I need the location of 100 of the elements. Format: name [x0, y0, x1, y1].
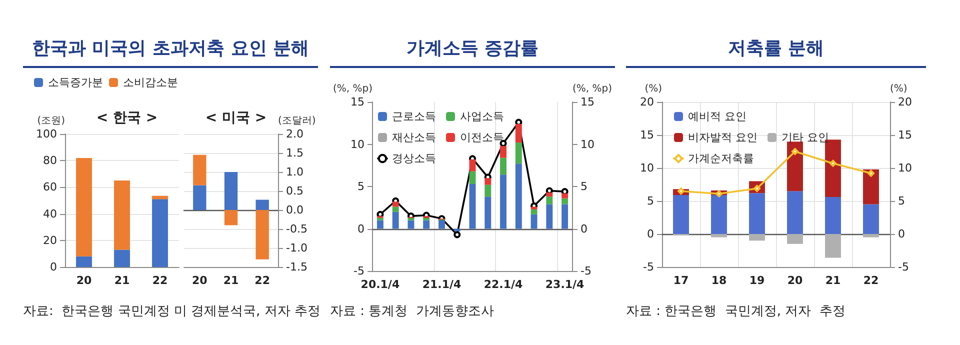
y-tick-label: 15 — [350, 96, 365, 108]
bar — [454, 228, 460, 232]
y2-tick-label: 1.5 — [286, 146, 304, 160]
x-tick-label: 18 — [711, 274, 727, 287]
legend-label: 경상소득 — [392, 152, 436, 165]
legend-label: 재산소득 — [392, 131, 436, 144]
y-tick-label: 5 — [647, 194, 654, 208]
y-tick-label: 100 — [36, 128, 57, 140]
y2-tick-label: 15 — [898, 128, 912, 142]
bar — [749, 234, 765, 241]
bar — [530, 206, 538, 210]
x-tick-label: 21.1/4 — [422, 278, 462, 291]
chart-title: 가계소득 증감률 — [405, 37, 540, 60]
y2-tick-label: 0.0 — [286, 204, 304, 216]
bar — [500, 158, 506, 175]
y2-axis-title: (%, %p) — [572, 84, 612, 94]
bar — [392, 202, 399, 207]
bar — [469, 159, 476, 172]
bar — [76, 158, 92, 256]
y2-tick-label: 1.0 — [286, 166, 304, 178]
bar — [825, 197, 841, 234]
y2-tick-label: 10 — [580, 138, 594, 151]
bar — [562, 193, 568, 198]
x-tick-label: 19 — [749, 274, 765, 287]
bar — [711, 195, 727, 234]
point — [454, 231, 461, 238]
bar — [114, 250, 130, 267]
bar — [152, 199, 168, 267]
y2-tick-label: 0 — [898, 228, 905, 240]
y2-tick-label: 10 — [898, 162, 912, 174]
chart-subtitle: < 한국 > — [96, 110, 158, 126]
bar — [515, 124, 522, 143]
bar — [484, 196, 492, 229]
bar — [749, 193, 765, 234]
legend-label: 가계순저축률 — [688, 152, 754, 165]
y2-tick-label: -1.0 — [286, 242, 308, 254]
y2-tick-label: -1.5 — [286, 260, 308, 274]
y-tick-label: 80 — [43, 154, 57, 168]
bar — [256, 210, 269, 260]
legend-label: 비자발적 요인 — [688, 131, 758, 144]
x-tick-label: 22 — [254, 274, 270, 287]
y-axis-title: (조원) — [37, 116, 66, 126]
bar — [530, 214, 538, 229]
chart-title: 저축률 분해 — [726, 37, 826, 60]
bar — [423, 220, 430, 229]
bar — [515, 164, 522, 229]
y-tick-label: 15 — [640, 128, 654, 142]
bar — [224, 210, 238, 226]
x-tick-label: 20.1/4 — [360, 278, 400, 291]
bar — [376, 220, 384, 229]
y-tick-label: 0 — [50, 260, 57, 274]
y2-tick-label: 0.5 — [286, 184, 304, 198]
legend-label: 소비감소분 — [123, 76, 178, 89]
bar — [500, 146, 506, 158]
y2-axis-title: (조달러) — [278, 116, 316, 126]
point — [792, 148, 798, 155]
text: 자료: 한국은행 국민계정 미 경제분석국, 저자 추정 — [23, 303, 320, 320]
bar — [863, 169, 879, 204]
bar — [376, 218, 384, 220]
bar — [515, 142, 522, 164]
point — [678, 188, 684, 195]
x-tick-label: 22 — [863, 274, 879, 287]
x-tick-label: 21 — [223, 274, 239, 287]
y2-tick-label: -5 — [580, 264, 592, 278]
bar — [711, 234, 727, 238]
bar — [673, 195, 689, 234]
bar — [500, 174, 506, 229]
y-tick-label: 10 — [640, 162, 654, 174]
x-tick-label: 20 — [787, 274, 803, 287]
y-tick-label: 0 — [647, 228, 654, 240]
y2-tick-label: 15 — [580, 96, 594, 108]
legend-label: 기타 요인 — [781, 131, 829, 144]
bar — [392, 206, 399, 212]
y-tick-label: 60 — [43, 180, 57, 194]
bar — [863, 234, 879, 238]
y-tick-label: 10 — [350, 138, 365, 151]
y-axis-title: (%) — [644, 84, 662, 94]
bar — [484, 178, 492, 185]
x-tick-label: 20 — [76, 274, 92, 287]
y-tick-label: 0 — [358, 222, 365, 236]
x-tick-label: 20 — [192, 274, 208, 287]
y-tick-label: -5 — [643, 260, 654, 274]
y2-tick-label: 5 — [898, 194, 905, 208]
bar — [863, 204, 879, 234]
y2-tick-label: 5 — [580, 180, 588, 193]
text: 자료 : 통계청 가계동향조사 — [330, 303, 495, 320]
chart-title: 한국과 미국의 초과저축 요인 분해 — [30, 37, 310, 60]
point — [868, 170, 874, 177]
x-tick-label: 17 — [673, 274, 689, 287]
y2-tick-label: -5 — [898, 260, 909, 274]
y2-tick-label: 20 — [898, 96, 912, 108]
bar — [546, 204, 553, 229]
point — [716, 190, 722, 198]
legend-label: 근로소득 — [392, 110, 436, 123]
bar — [787, 142, 803, 192]
bar — [423, 218, 430, 220]
bar — [562, 198, 568, 204]
y-tick-label: 20 — [43, 234, 57, 247]
y-tick-label: 5 — [358, 180, 365, 193]
bar — [408, 218, 414, 220]
